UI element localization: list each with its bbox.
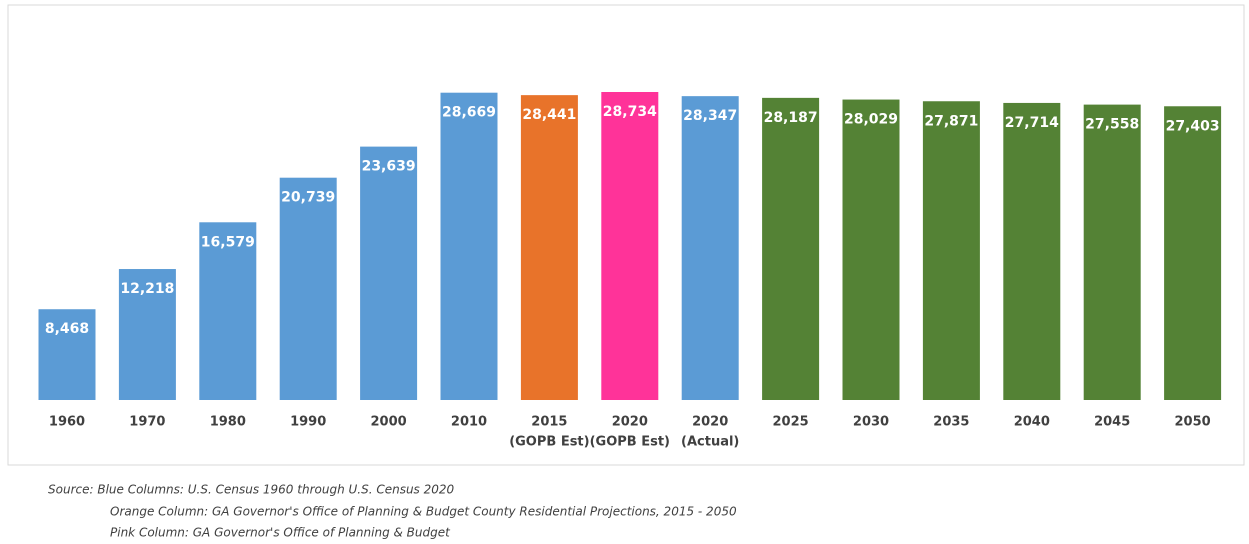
bar: [842, 99, 900, 401]
value-label: 28,187: [764, 110, 818, 126]
bar: [440, 92, 498, 400]
bar: [360, 146, 418, 400]
x-tick-label: 1980: [210, 415, 246, 430]
value-label: 27,714: [1005, 115, 1059, 131]
x-tick-label: 2025: [773, 415, 809, 430]
value-label: 27,403: [1166, 118, 1220, 134]
value-label: 20,739: [281, 190, 335, 206]
bar: [922, 101, 980, 401]
value-label: 28,029: [844, 112, 898, 128]
x-tick-label: 2030: [853, 415, 889, 430]
value-label: 28,347: [683, 108, 737, 124]
bar: [681, 96, 739, 400]
value-label: 16,579: [201, 234, 255, 250]
value-label: 28,669: [442, 105, 496, 121]
value-label: 28,441: [522, 107, 576, 123]
bar: [279, 177, 337, 400]
x-tick-note: (GOPB Est): [509, 435, 589, 450]
x-tick-label: 1970: [129, 415, 165, 430]
bar: [1164, 106, 1222, 400]
x-tick-label: 1990: [290, 415, 326, 430]
value-label: 12,218: [120, 281, 174, 297]
x-tick-label: 2010: [451, 415, 487, 430]
chart-frame: [7, 4, 1245, 466]
x-tick-label: 2015: [531, 415, 567, 430]
bar: [1083, 104, 1141, 400]
bar: [118, 269, 176, 400]
note: Source: Blue Columns: U.S. Census 1960 t…: [48, 483, 455, 497]
x-tick-note: (Actual): [681, 435, 739, 450]
value-label: 27,558: [1085, 117, 1139, 133]
bar: [1003, 102, 1061, 401]
note: Pink Column: GA Governor's Office of Pla…: [110, 526, 451, 540]
note: Orange Column: GA Governor's Office of P…: [110, 505, 737, 519]
value-label: 23,639: [362, 159, 416, 175]
x-tick-label: 2050: [1175, 415, 1211, 430]
x-tick-label: 2020: [692, 415, 728, 430]
value-label: 8,468: [45, 321, 89, 337]
bar: [199, 222, 257, 400]
x-tick-label: 2020: [612, 415, 648, 430]
x-tick-label: 2045: [1094, 415, 1130, 430]
x-tick-label: 1960: [49, 415, 85, 430]
x-tick-label: 2035: [933, 415, 969, 430]
bar: [520, 95, 578, 400]
bar: [601, 92, 659, 400]
x-tick-note: (GOPB Est): [590, 435, 670, 450]
x-tick-label: 2040: [1014, 415, 1050, 430]
bar: [762, 97, 820, 401]
value-label: 27,871: [924, 113, 978, 129]
x-tick-label: 2000: [371, 415, 407, 430]
bar: [38, 309, 96, 400]
value-label: 28,734: [603, 104, 657, 120]
